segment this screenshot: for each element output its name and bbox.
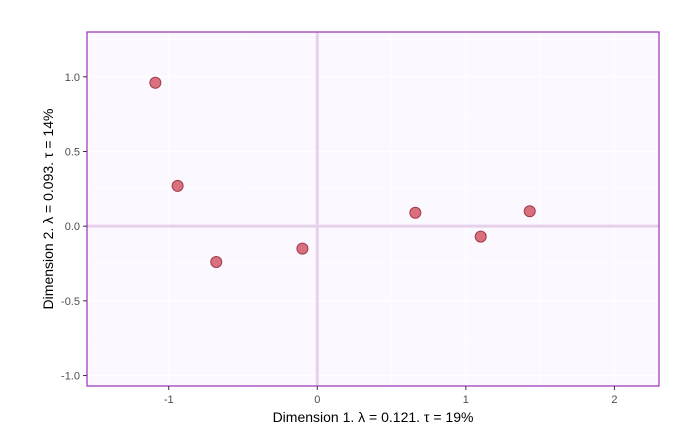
x-tick-label: 0 xyxy=(314,394,320,406)
data-points xyxy=(149,76,536,269)
reference-lines xyxy=(87,32,659,386)
x-axis-ticks: -1 0 1 2 xyxy=(164,386,617,406)
data-point xyxy=(171,179,184,192)
x-axis-title: Dimension 1. λ = 0.121. τ = 19% xyxy=(273,409,474,425)
data-point xyxy=(474,230,487,243)
y-tick-label: -1.0 xyxy=(61,371,80,383)
panel-background xyxy=(87,32,659,386)
data-point xyxy=(149,76,162,89)
x-tick-label: 2 xyxy=(611,394,617,406)
data-point xyxy=(296,242,309,255)
y-axis-title: Dimension 2. λ = 0.093. τ = 14% xyxy=(40,109,56,310)
y-axis-ticks: -1.0 -0.5 0.0 0.5 1.0 xyxy=(61,72,87,383)
data-point xyxy=(523,205,536,218)
x-tick-label: -1 xyxy=(164,394,174,406)
data-point xyxy=(409,206,422,219)
y-tick-label: 1.0 xyxy=(65,72,80,84)
y-tick-label: 0.5 xyxy=(65,146,80,158)
y-tick-label: 0.0 xyxy=(65,221,80,233)
panel-border xyxy=(86,31,660,387)
data-point xyxy=(210,256,223,269)
x-tick-label: 1 xyxy=(463,394,469,406)
y-tick-label: -0.5 xyxy=(61,296,80,308)
